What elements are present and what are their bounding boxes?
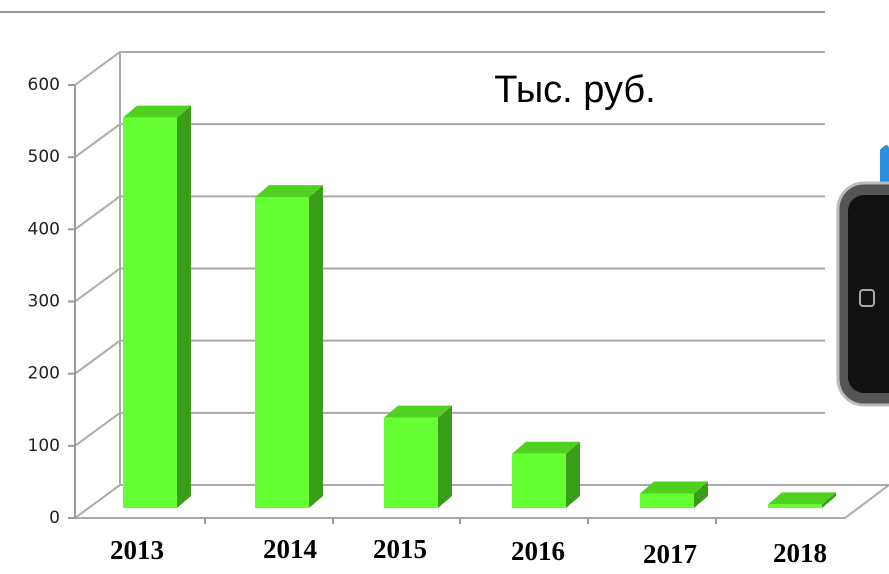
bar-side [309,185,323,509]
bar [768,504,822,508]
y-tick-label: 500 [28,147,60,167]
x-tick-label: 2016 [511,536,565,566]
bar-top [384,405,452,418]
x-tick-label: 2017 [643,539,697,569]
x-tick-label: 2013 [110,535,164,565]
bar [255,197,309,509]
bar-top [255,185,323,198]
bar [123,117,177,508]
y-tick-label: 0 [49,508,60,528]
grid-line [74,51,825,86]
bar-side [694,481,708,508]
bar-top [512,441,580,454]
y-tick-label: 600 [28,75,60,95]
bar-side [822,492,836,508]
bar [640,493,694,508]
bar-side [438,405,452,508]
bar-side [566,441,580,508]
x-tick-label: 2018 [773,538,827,568]
y-tick-label: 100 [28,436,60,456]
bar-top [768,492,836,505]
x-tick-label: 2015 [373,534,427,564]
floor [71,484,889,519]
y-tick-label: 300 [28,292,60,312]
bar [512,453,566,508]
bar-top [640,481,708,494]
unit-annotation: Тыс. руб. [494,69,655,111]
y-tick-label: 400 [28,219,60,239]
device-icon [836,145,889,407]
x-tick-label: 2014 [263,534,317,564]
y-tick-label: 200 [28,364,60,384]
bar-side [177,105,191,508]
bar-top [123,105,191,118]
bar [384,417,438,508]
